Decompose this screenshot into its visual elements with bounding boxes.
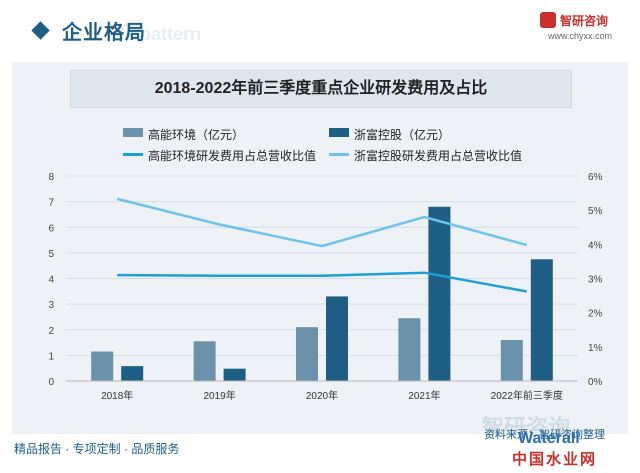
line-series-2 [116,197,528,248]
bar-series-1 [398,318,421,381]
logo-name: 智研咨询 [560,14,609,28]
line-series-1 [117,271,528,293]
legend-label-line-b: 浙富控股研发费用占总营收比值 [354,149,523,163]
y-left-tick-label: 5 [48,249,54,260]
footer-tagline: 精品报告 · 专项定制 · 品质服务 [14,442,180,456]
section-title: 企业格局 [62,22,146,44]
x-tick-label: 2022年前三季度 [491,389,563,402]
bar-series-1 [91,351,114,381]
logo-icon [540,12,556,28]
y-right-tick-label: 1% [588,343,603,354]
legend-label-line-a: 高能环境研发费用占总营收比值 [148,149,317,163]
legend-label-bar-a: 高能环境（亿元） [148,128,245,142]
logo-url: www.chyxx.com [548,31,613,41]
chart-panel [12,62,628,434]
chart-title-box: 2018-2022年前三季度重点企业研发费用及占比 [70,70,572,108]
y-left-tick-label: 7 [48,198,54,209]
y-right-tick-label: 6% [588,172,603,183]
bar-series-2 [428,206,451,381]
header-ghost-text: le pattern [120,24,202,44]
legend-label-bar-b: 浙富控股（亿元） [354,128,451,142]
legend-swatch-line-b [329,153,349,156]
footer-watermark: 智研咨询 [482,415,571,440]
y-right-tick-label: 4% [588,240,603,251]
y-right-tick-label: 5% [588,206,603,217]
y-right-tick-label: 2% [588,309,603,320]
legend-swatch-bar-b [329,128,349,137]
footer-source: 资料来源：智研咨询整理 [484,429,605,441]
bar-series-1 [500,340,523,381]
bar-series-1 [296,327,318,381]
y-left-tick-label: 3 [48,300,54,311]
y-left-tick-label: 1 [48,351,54,362]
y-left-tick-label: 8 [48,172,54,183]
x-tick-label: 2019年 [203,389,235,402]
bar-series-2 [121,366,144,381]
y-left-tick-label: 2 [48,326,54,337]
y-left-tick-label: 6 [48,223,54,234]
bar-series-2 [223,368,246,381]
chart-title: 2018-2022年前三季度重点企业研发费用及占比 [154,80,488,97]
site-logo-text: Waterall [518,430,580,447]
y-left-tick-label: 4 [48,275,54,286]
site-name: 中国水业网 [512,451,598,468]
y-right-tick-label: 0% [588,377,603,388]
y-left-tick-label: 0 [48,377,54,388]
bar-series-2 [530,259,553,381]
x-tick-label: 2021年 [408,389,440,402]
bar-series-1 [193,341,216,381]
y-right-tick-label: 3% [588,275,603,286]
header: le pattern 企业格局 智研咨询 www.chyxx.com [0,0,640,62]
legend-swatch-bar-a [123,128,143,137]
legend-swatch-line-a [123,153,143,156]
x-tick-label: 2020年 [306,389,338,402]
x-tick-label: 2018年 [101,389,133,402]
bar-series-2 [326,296,348,381]
